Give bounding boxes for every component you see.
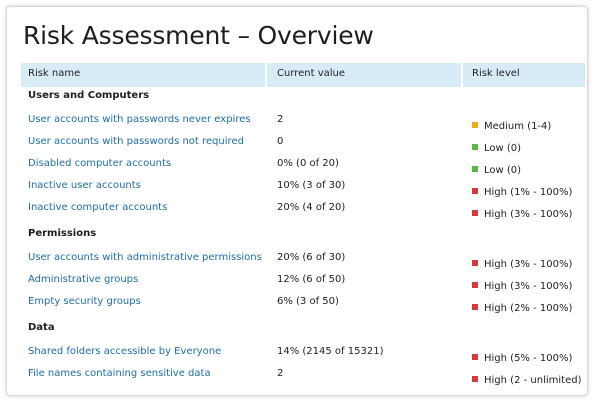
column-header-risk-level: Risk level xyxy=(472,68,520,79)
table-row: User accounts with passwords not require… xyxy=(21,134,585,155)
high-severity-icon xyxy=(472,188,478,194)
risk-level: High (1% - 100%) xyxy=(472,180,572,199)
current-value: 0 xyxy=(277,136,284,147)
table-row: Empty security groups 6% (3 of 50) High (2… xyxy=(21,294,585,315)
risk-level: High (3% - 100%) xyxy=(472,202,572,221)
table-row: Shared folders accessible by Everyone 14%… xyxy=(21,344,585,365)
risk-name-link[interactable]: Disabled computer accounts xyxy=(28,158,172,169)
low-severity-icon xyxy=(472,166,478,172)
risk-name-link[interactable]: Shared folders accessible by Everyone xyxy=(28,346,222,357)
high-severity-icon xyxy=(472,354,478,360)
current-value: 2 xyxy=(277,368,284,379)
risk-level: Low (0) xyxy=(472,158,521,177)
high-severity-icon xyxy=(472,376,478,382)
column-divider xyxy=(461,63,463,87)
high-severity-icon xyxy=(472,304,478,310)
current-value: 0% (0 of 20) xyxy=(277,158,339,169)
table-header: Risk name Current value Risk level xyxy=(21,63,585,87)
current-value: 10% (3 of 30) xyxy=(277,180,346,191)
table-row: User accounts with passwords never expir… xyxy=(21,112,585,133)
risk-level-label: High (3% - 100%) xyxy=(484,209,573,220)
risk-level: High (2% - 100%) xyxy=(472,296,572,315)
high-severity-icon xyxy=(472,260,478,266)
risk-name-link[interactable]: File names containing sensitive data xyxy=(28,368,211,379)
risk-name-link[interactable]: Administrative groups xyxy=(28,274,139,285)
table-row: Disabled computer accounts 0% (0 of 20) Lo… xyxy=(21,156,585,177)
current-value: 6% (3 of 50) xyxy=(277,296,339,307)
risk-name-link[interactable]: Empty security groups xyxy=(28,296,141,307)
risk-level-label: High (3% - 100%) xyxy=(484,259,573,270)
risk-name-link[interactable]: Inactive user accounts xyxy=(28,180,141,191)
column-divider xyxy=(265,63,267,87)
current-value: 12% (6 of 50) xyxy=(277,274,346,285)
risk-level: Low (0) xyxy=(472,136,521,155)
risk-name-link[interactable]: User accounts with passwords never expir… xyxy=(28,114,251,125)
risk-level-label: High (5% - 100%) xyxy=(484,353,573,364)
section-heading: Permissions xyxy=(28,228,97,239)
risk-level-label: High (1% - 100%) xyxy=(484,187,573,198)
current-value: 20% (6 of 30) xyxy=(277,252,346,263)
current-value: 20% (4 of 20) xyxy=(277,202,346,213)
risk-level: High (3% - 100%) xyxy=(472,252,572,271)
risk-level-label: High (3% - 100%) xyxy=(484,281,573,292)
risk-level: High (2 - unlimited) xyxy=(472,368,581,387)
high-severity-icon xyxy=(472,210,478,216)
low-severity-icon xyxy=(472,144,478,150)
column-header-risk-name: Risk name xyxy=(28,68,81,79)
section-heading: Data xyxy=(28,322,55,333)
current-value: 14% (2145 of 15321) xyxy=(277,346,384,357)
current-value: 2 xyxy=(277,114,284,125)
table-row: Administrative groups 12% (6 of 50) High (… xyxy=(21,272,585,293)
high-severity-icon xyxy=(472,282,478,288)
risk-level-label: High (2% - 100%) xyxy=(484,303,573,314)
risk-level-label: Low (0) xyxy=(484,165,522,176)
risk-level-label: High (2 - unlimited) xyxy=(484,375,582,386)
risk-assessment-card: Risk Assessment – Overview Risk name Cur… xyxy=(6,6,588,396)
section-heading: Users and Computers xyxy=(28,90,150,101)
table-row: User accounts with administrative permis… xyxy=(21,250,585,271)
page-title: Risk Assessment – Overview xyxy=(23,21,374,50)
risk-name-link[interactable]: User accounts with passwords not require… xyxy=(28,136,244,147)
column-header-current-value: Current value xyxy=(277,68,346,79)
risk-level: Medium (1-4) xyxy=(472,114,551,133)
table-row: Inactive user accounts 10% (3 of 30) High … xyxy=(21,178,585,199)
risk-level: High (3% - 100%) xyxy=(472,274,572,293)
medium-severity-icon xyxy=(472,122,478,128)
table-row: File names containing sensitive data 2 Hig… xyxy=(21,366,585,387)
risk-level-label: Medium (1-4) xyxy=(484,121,552,132)
risk-name-link[interactable]: User accounts with administrative permis… xyxy=(28,252,262,263)
risk-level: High (5% - 100%) xyxy=(472,346,572,365)
risk-name-link[interactable]: Inactive computer accounts xyxy=(28,202,168,213)
risk-level-label: Low (0) xyxy=(484,143,522,154)
table-row: Inactive computer accounts 20% (4 of 20) H… xyxy=(21,200,585,221)
